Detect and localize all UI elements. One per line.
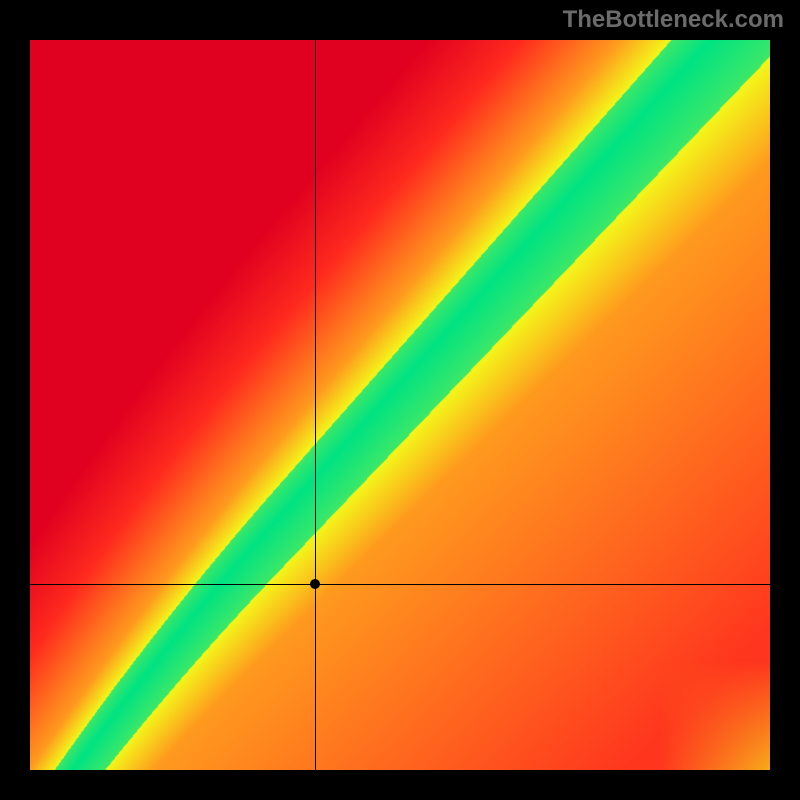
chart-container: TheBottleneck.com: [0, 0, 800, 800]
crosshair-vertical: [315, 40, 316, 770]
watermark-label: TheBottleneck.com: [563, 6, 784, 34]
crosshair-horizontal: [30, 584, 770, 585]
plot-area: [30, 40, 770, 770]
heatmap-canvas: [30, 40, 770, 770]
crosshair-marker: [310, 579, 320, 589]
